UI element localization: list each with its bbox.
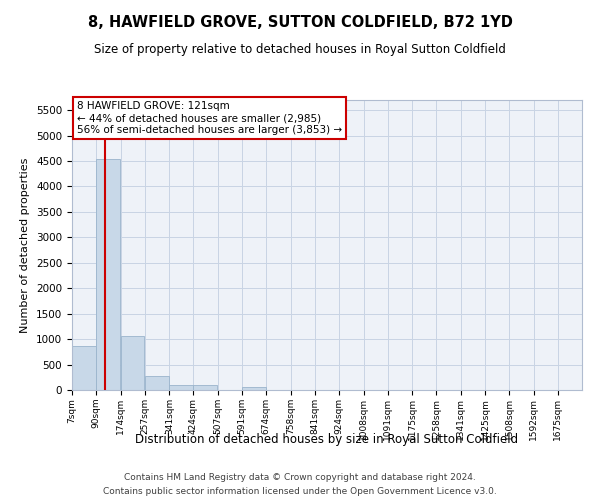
Text: Distribution of detached houses by size in Royal Sutton Coldfield: Distribution of detached houses by size … [136,432,518,446]
Y-axis label: Number of detached properties: Number of detached properties [20,158,31,332]
Text: 8, HAWFIELD GROVE, SUTTON COLDFIELD, B72 1YD: 8, HAWFIELD GROVE, SUTTON COLDFIELD, B72… [88,15,512,30]
Bar [121,336,145,390]
Bar [72,346,95,390]
Text: 8 HAWFIELD GROVE: 121sqm
← 44% of detached houses are smaller (2,985)
56% of sem: 8 HAWFIELD GROVE: 121sqm ← 44% of detach… [77,102,342,134]
Bar [242,387,266,390]
Text: Contains public sector information licensed under the Open Government Licence v3: Contains public sector information licen… [103,488,497,496]
Bar [169,386,193,390]
Text: Size of property relative to detached houses in Royal Sutton Coldfield: Size of property relative to detached ho… [94,42,506,56]
Bar [145,376,169,390]
Text: Contains HM Land Registry data © Crown copyright and database right 2024.: Contains HM Land Registry data © Crown c… [124,472,476,482]
Bar [96,158,120,390]
Bar [193,386,217,390]
